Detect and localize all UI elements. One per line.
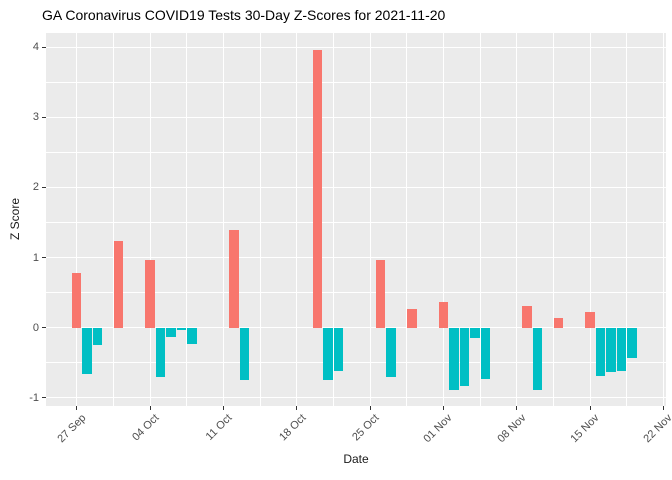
bar-18-nov [616,327,627,371]
gridline-x-major [76,33,78,406]
bar-01-nov [438,302,449,328]
gridline-x-minor [332,33,334,406]
bar-03-nov [459,327,470,386]
bar-21-oct [323,327,333,380]
x-tick-mark [589,406,591,410]
gridline-x-minor [259,33,261,406]
gridline-x-major [369,33,371,406]
y-tick-mark [42,46,46,48]
bar-28-sep [82,327,92,375]
bar-15-nov [585,311,595,328]
bar-17-nov [606,327,616,372]
gridline-x-major [442,33,444,406]
y-tick-mark [42,186,46,188]
gridline-x-minor [406,33,408,406]
gridline-x-major [296,33,298,406]
bar-07-oct [176,327,187,330]
gridline-x-minor [479,33,481,406]
bar-27-sep [71,273,82,328]
bar-04-nov [470,327,480,338]
y-tick-mark [42,397,46,399]
y-tick-label: 2 [32,181,39,194]
bar-19-nov [627,327,637,358]
x-tick-mark [149,406,151,410]
gridline-y-major [46,116,666,118]
x-tick-mark [442,406,444,410]
y-tick-mark [42,116,46,118]
bar-08-oct [187,327,197,344]
y-tick-mark [42,327,46,329]
x-axis-title: Date [343,452,369,466]
gridline-x-major [516,33,518,406]
gridline-y-minor [46,362,666,364]
x-tick-mark [516,406,518,410]
bar-12-nov [553,317,564,328]
chart-title: GA Coronavirus COVID19 Tests 30-Day Z-Sc… [42,7,446,23]
gridline-y-major [46,397,666,399]
gridline-y-major [46,257,666,259]
gridline-y-minor [46,81,666,83]
gridline-x-major [149,33,151,406]
gridline-y-major [46,327,666,329]
gridline-y-major [46,186,666,188]
plot-panel [46,33,666,406]
gridline-x-major [222,33,224,406]
gridline-x-minor [626,33,628,406]
x-tick-mark [222,406,224,410]
bar-16-nov [595,327,606,377]
y-tick-label: 3 [32,111,39,124]
bar-05-oct [155,327,166,377]
bar-20-oct [312,49,323,328]
y-tick-label: 0 [32,321,39,334]
bar-01-oct [113,241,124,328]
gridline-y-minor [46,151,666,153]
bar-29-oct [407,308,417,328]
gridline-x-minor [552,33,554,406]
bar-04-oct [145,259,155,328]
x-tick-mark [296,406,298,410]
bar-27-oct [386,327,396,377]
bar-22-oct [333,327,344,372]
bar-05-nov [480,327,490,379]
x-tick-mark [369,406,371,410]
gridline-y-minor [46,221,666,223]
gridline-x-major [589,33,591,406]
bar-29-sep [92,327,103,346]
x-tick-mark [76,406,78,410]
y-tick-label: -1 [29,391,39,404]
y-axis-title: Z Score [8,198,22,241]
y-tick-label: 4 [32,41,39,54]
gridline-x-minor [112,33,114,406]
bar-02-nov [449,327,459,390]
x-tick-mark [662,406,664,410]
gridline-y-minor [46,292,666,294]
gridline-x-minor [186,33,188,406]
bar-13-oct [239,327,250,380]
bar-12-oct [229,229,239,328]
gridline-y-major [46,46,666,48]
y-tick-label: 1 [32,251,39,264]
bar-06-oct [166,327,176,337]
gridline-x-major [662,33,664,406]
y-tick-mark [42,257,46,259]
bar-10-nov [532,327,543,390]
bar-09-nov [522,305,532,328]
bar-26-oct [375,260,386,328]
